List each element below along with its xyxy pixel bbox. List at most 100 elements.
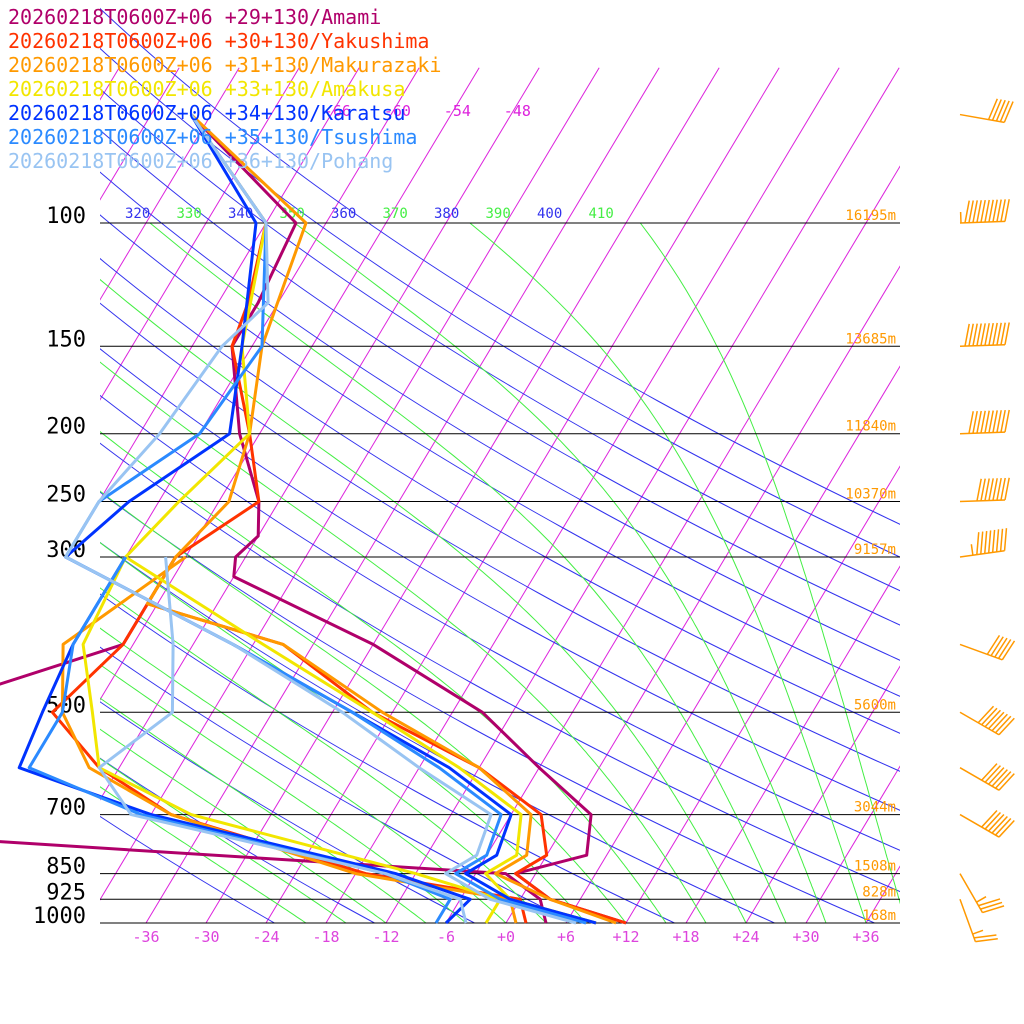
wind-barb-feather bbox=[1000, 322, 1006, 345]
height-label: 16195m bbox=[845, 208, 896, 224]
wind-barb-feather bbox=[991, 529, 996, 553]
pressure-label: 250 bbox=[46, 483, 86, 508]
wind-barb-feather bbox=[991, 713, 1008, 732]
wind-barb bbox=[959, 763, 1015, 791]
wind-barb bbox=[959, 199, 1010, 224]
dewpoint-line bbox=[27, 556, 452, 924]
temperature-tick-label: -30 bbox=[192, 928, 219, 946]
wind-barbs bbox=[959, 98, 1016, 943]
wind-barb-half-feather bbox=[972, 929, 984, 935]
legend-entry: 20260218T0600Z+06 +33+130/Amakusa bbox=[8, 77, 405, 101]
wind-barb-feather bbox=[1004, 477, 1010, 501]
height-label: 11840m bbox=[845, 419, 896, 435]
dry-adiabat-line bbox=[100, 394, 900, 851]
wind-barb-feather bbox=[980, 199, 986, 223]
temperature-tick-label: +6 bbox=[557, 928, 575, 946]
dewpoint-line bbox=[81, 556, 502, 924]
wind-barb bbox=[959, 810, 1015, 838]
isotherm-line bbox=[100, 67, 300, 401]
wind-barb-feather bbox=[968, 411, 974, 434]
wind-barb-feather bbox=[976, 532, 980, 555]
wind-barb-feather bbox=[976, 200, 982, 223]
wind-barb-feather bbox=[992, 199, 998, 222]
isotherm-line bbox=[505, 265, 900, 923]
wind-barb-feather bbox=[998, 717, 1015, 736]
wind-barb-feather bbox=[972, 410, 978, 434]
theta-label: 380 bbox=[434, 206, 459, 222]
isotherm-label: -54 bbox=[444, 102, 471, 120]
wind-barb-feather bbox=[984, 478, 990, 501]
wind-barb-feather bbox=[976, 323, 982, 346]
wind-barb-feather bbox=[994, 637, 1008, 658]
legend-entry: 20260218T0600Z+06 +29+130/Amami bbox=[8, 5, 381, 29]
dry-adiabat-line bbox=[100, 302, 900, 772]
wind-barb bbox=[959, 528, 1008, 558]
theta-labels: 320 330 340 350 360 370 380 390 400 410 bbox=[125, 206, 614, 222]
wind-barb-feather bbox=[999, 100, 1010, 122]
wind-barb-feather bbox=[980, 478, 986, 501]
temperature-tick-label: +12 bbox=[612, 928, 639, 946]
wind-barb-feather bbox=[988, 199, 994, 223]
isotherm-label: -48 bbox=[504, 102, 531, 120]
dry-adiabat-line bbox=[100, 257, 900, 734]
wind-barb-feather bbox=[1001, 640, 1016, 661]
isotherm-label: -60 bbox=[384, 102, 411, 120]
wind-barb-feather bbox=[968, 200, 974, 223]
wind-barb-feather bbox=[984, 199, 990, 223]
wind-barb-feather bbox=[986, 634, 1001, 655]
wind-barb-feather bbox=[981, 810, 998, 828]
dry-adiabat-line bbox=[100, 442, 900, 893]
wind-barb-feather bbox=[991, 769, 1008, 787]
wind-barb bbox=[959, 477, 1010, 503]
wind-barb bbox=[959, 634, 1016, 661]
isotherm-line bbox=[265, 67, 780, 923]
pressure-label: 150 bbox=[46, 327, 86, 352]
temperature-tick-label: -12 bbox=[372, 928, 399, 946]
height-label: 828m bbox=[862, 884, 896, 900]
wind-barb-feather bbox=[996, 410, 1002, 433]
wind-barb-feather bbox=[992, 478, 998, 501]
wind-barb-feather bbox=[984, 765, 1001, 783]
wind-barb-feather bbox=[987, 530, 992, 554]
wind-barb-feather bbox=[988, 478, 994, 501]
pressure-label: 850 bbox=[46, 855, 86, 880]
wind-barb-feather bbox=[982, 905, 1005, 914]
pressure-label: 100 bbox=[46, 204, 86, 229]
wind-barb bbox=[959, 705, 1015, 736]
wind-barb-feather bbox=[1003, 528, 1008, 551]
isotherm-line bbox=[986, 68, 1024, 923]
moist-adiabat-line bbox=[100, 542, 587, 923]
wind-barb-feather bbox=[964, 200, 970, 223]
height-label: 9157m bbox=[854, 542, 896, 558]
pressure-label: 700 bbox=[46, 796, 86, 821]
pressure-label: 1000 bbox=[33, 904, 86, 929]
wind-barb-staff bbox=[959, 499, 1005, 503]
wind-barb-feather bbox=[981, 763, 998, 781]
dry-adiabat-lines bbox=[100, 7, 900, 923]
wind-barb-feather bbox=[991, 816, 1008, 834]
isotherm-line bbox=[145, 67, 660, 923]
wind-barb-feather bbox=[994, 818, 1012, 836]
temperature-ticks: -36 -30 -24 -18 -12 -6 +0 +6 +12 +18 +24 +30 +36 bbox=[132, 928, 879, 946]
wind-barb-feather bbox=[976, 478, 982, 502]
wind-barb-half-feather bbox=[970, 544, 974, 556]
dry-adiabat-line bbox=[100, 171, 900, 661]
wind-barb-feather bbox=[997, 639, 1012, 659]
legend-entry: 20260218T0600Z+06 +31+130/Makurazaki bbox=[8, 53, 441, 77]
pressure-label: 300 bbox=[46, 538, 86, 563]
theta-label: 350 bbox=[280, 206, 305, 222]
dry-adiabat-line bbox=[100, 701, 475, 923]
wind-barb-feather bbox=[981, 707, 998, 726]
pressure-label: 925 bbox=[46, 880, 86, 905]
wind-barb-feather bbox=[996, 199, 1002, 222]
wind-barb-feather bbox=[984, 812, 1001, 830]
wind-barb-feather bbox=[1000, 409, 1006, 433]
wind-barb-feather bbox=[978, 898, 1001, 907]
wind-barb-feather bbox=[984, 323, 990, 346]
temperature-tick-label: -6 bbox=[437, 928, 455, 946]
wind-barb-feather bbox=[988, 711, 1005, 730]
isotherm-line bbox=[100, 67, 240, 301]
wind-barb-feather bbox=[994, 771, 1012, 789]
wind-barb-feather bbox=[980, 323, 986, 346]
